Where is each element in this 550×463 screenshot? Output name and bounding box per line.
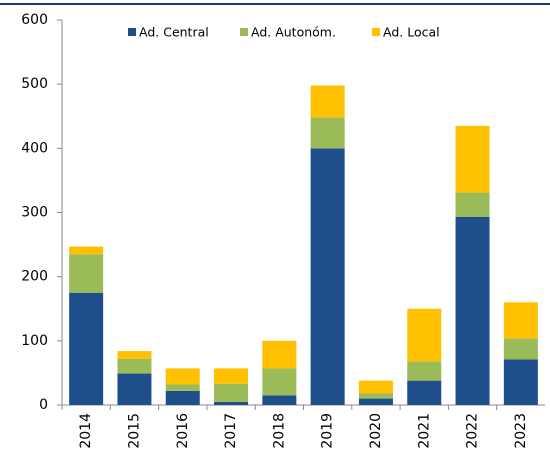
- bar-segment: [117, 373, 152, 405]
- bar-segment: [310, 148, 345, 406]
- y-tick-label: 200: [21, 269, 48, 285]
- x-tick-label: 2017: [223, 413, 239, 449]
- bar-segment: [117, 351, 152, 359]
- y-tick-label: 400: [21, 140, 48, 156]
- bar-segment: [503, 302, 538, 339]
- bar-segment: [262, 368, 297, 396]
- y-tick-label: 0: [39, 397, 48, 413]
- bar-segment: [69, 246, 104, 255]
- bar-segment: [214, 383, 249, 402]
- legend-swatch: [128, 28, 136, 36]
- y-tick-label: 300: [21, 205, 48, 221]
- x-tick-label: 2018: [271, 413, 287, 449]
- bar-segment: [407, 380, 442, 405]
- x-tick-label: 2019: [320, 413, 336, 449]
- bar-segment: [455, 216, 490, 405]
- x-tick-label: 2023: [513, 413, 529, 449]
- bar-segment: [407, 361, 442, 381]
- x-tick-label: 2015: [126, 413, 142, 449]
- y-tick-label: 500: [21, 76, 48, 92]
- bar-segment: [503, 359, 538, 405]
- bar-segment: [358, 380, 393, 394]
- bar-segment: [165, 384, 200, 391]
- bar-segment: [407, 308, 442, 362]
- y-tick-label: 600: [21, 12, 48, 28]
- legend-swatch: [372, 28, 380, 36]
- bar-segment: [262, 340, 297, 369]
- y-tick-label: 100: [21, 333, 48, 349]
- legend-label: Ad. Autonóm.: [251, 25, 336, 40]
- bar-segment: [310, 117, 345, 149]
- bar-segment: [214, 401, 249, 405]
- bar-segment: [69, 292, 104, 405]
- bar-segment: [214, 368, 249, 384]
- legend-swatch: [240, 28, 248, 36]
- bar-segment: [117, 358, 152, 374]
- x-tick-label: 2020: [368, 413, 384, 449]
- bar-segment: [358, 393, 393, 399]
- x-tick-label: 2021: [416, 413, 432, 449]
- x-tick-label: 2016: [175, 413, 191, 449]
- legend-label: Ad. Central: [139, 25, 209, 40]
- x-tick-label: 2014: [78, 413, 94, 449]
- bar-segment: [455, 125, 490, 193]
- bar-segment: [69, 254, 104, 293]
- bar-segment: [165, 368, 200, 385]
- bar-segment: [358, 398, 393, 405]
- bar-segment: [310, 85, 345, 118]
- bar-segment: [455, 192, 490, 217]
- legend-label: Ad. Local: [383, 25, 440, 40]
- bar-segment: [165, 390, 200, 405]
- bar-segment: [503, 338, 538, 360]
- x-tick-label: 2022: [465, 413, 481, 449]
- bar-segment: [262, 395, 297, 405]
